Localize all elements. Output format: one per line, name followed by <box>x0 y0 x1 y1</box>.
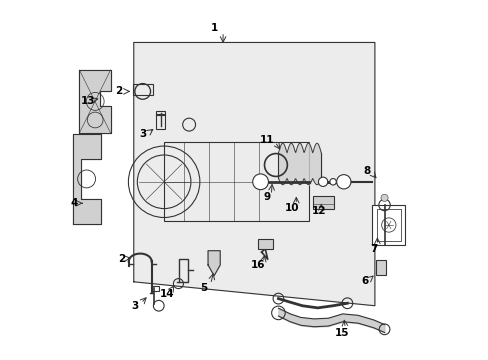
Bar <box>258 239 272 249</box>
Text: 2: 2 <box>115 86 122 96</box>
Polygon shape <box>134 42 374 306</box>
Circle shape <box>336 175 350 189</box>
Text: 15: 15 <box>334 328 348 338</box>
Bar <box>375 260 385 275</box>
Polygon shape <box>80 70 110 133</box>
Text: 3: 3 <box>131 301 138 311</box>
Text: 4: 4 <box>70 198 77 208</box>
Text: 9: 9 <box>263 192 270 202</box>
Text: 3: 3 <box>139 129 146 139</box>
Circle shape <box>252 174 268 190</box>
Text: 11: 11 <box>259 135 273 145</box>
Circle shape <box>380 194 387 202</box>
Circle shape <box>318 177 327 186</box>
Text: 16: 16 <box>250 260 265 270</box>
Bar <box>377 209 400 241</box>
Bar <box>156 111 165 115</box>
Circle shape <box>329 179 336 185</box>
Text: 14: 14 <box>159 289 174 298</box>
Bar <box>151 287 159 291</box>
Text: 7: 7 <box>369 244 377 253</box>
Text: 1: 1 <box>210 23 217 33</box>
Text: 13: 13 <box>81 96 95 106</box>
Polygon shape <box>207 251 220 276</box>
Text: 6: 6 <box>361 276 368 286</box>
Bar <box>312 196 333 209</box>
Text: 12: 12 <box>311 206 325 216</box>
Text: 10: 10 <box>284 203 298 213</box>
Bar <box>372 205 405 245</box>
Bar <box>133 84 152 95</box>
Text: 5: 5 <box>200 283 206 293</box>
Text: 2: 2 <box>118 254 124 264</box>
Polygon shape <box>73 134 101 224</box>
Bar <box>156 114 165 129</box>
Text: 8: 8 <box>362 166 369 176</box>
